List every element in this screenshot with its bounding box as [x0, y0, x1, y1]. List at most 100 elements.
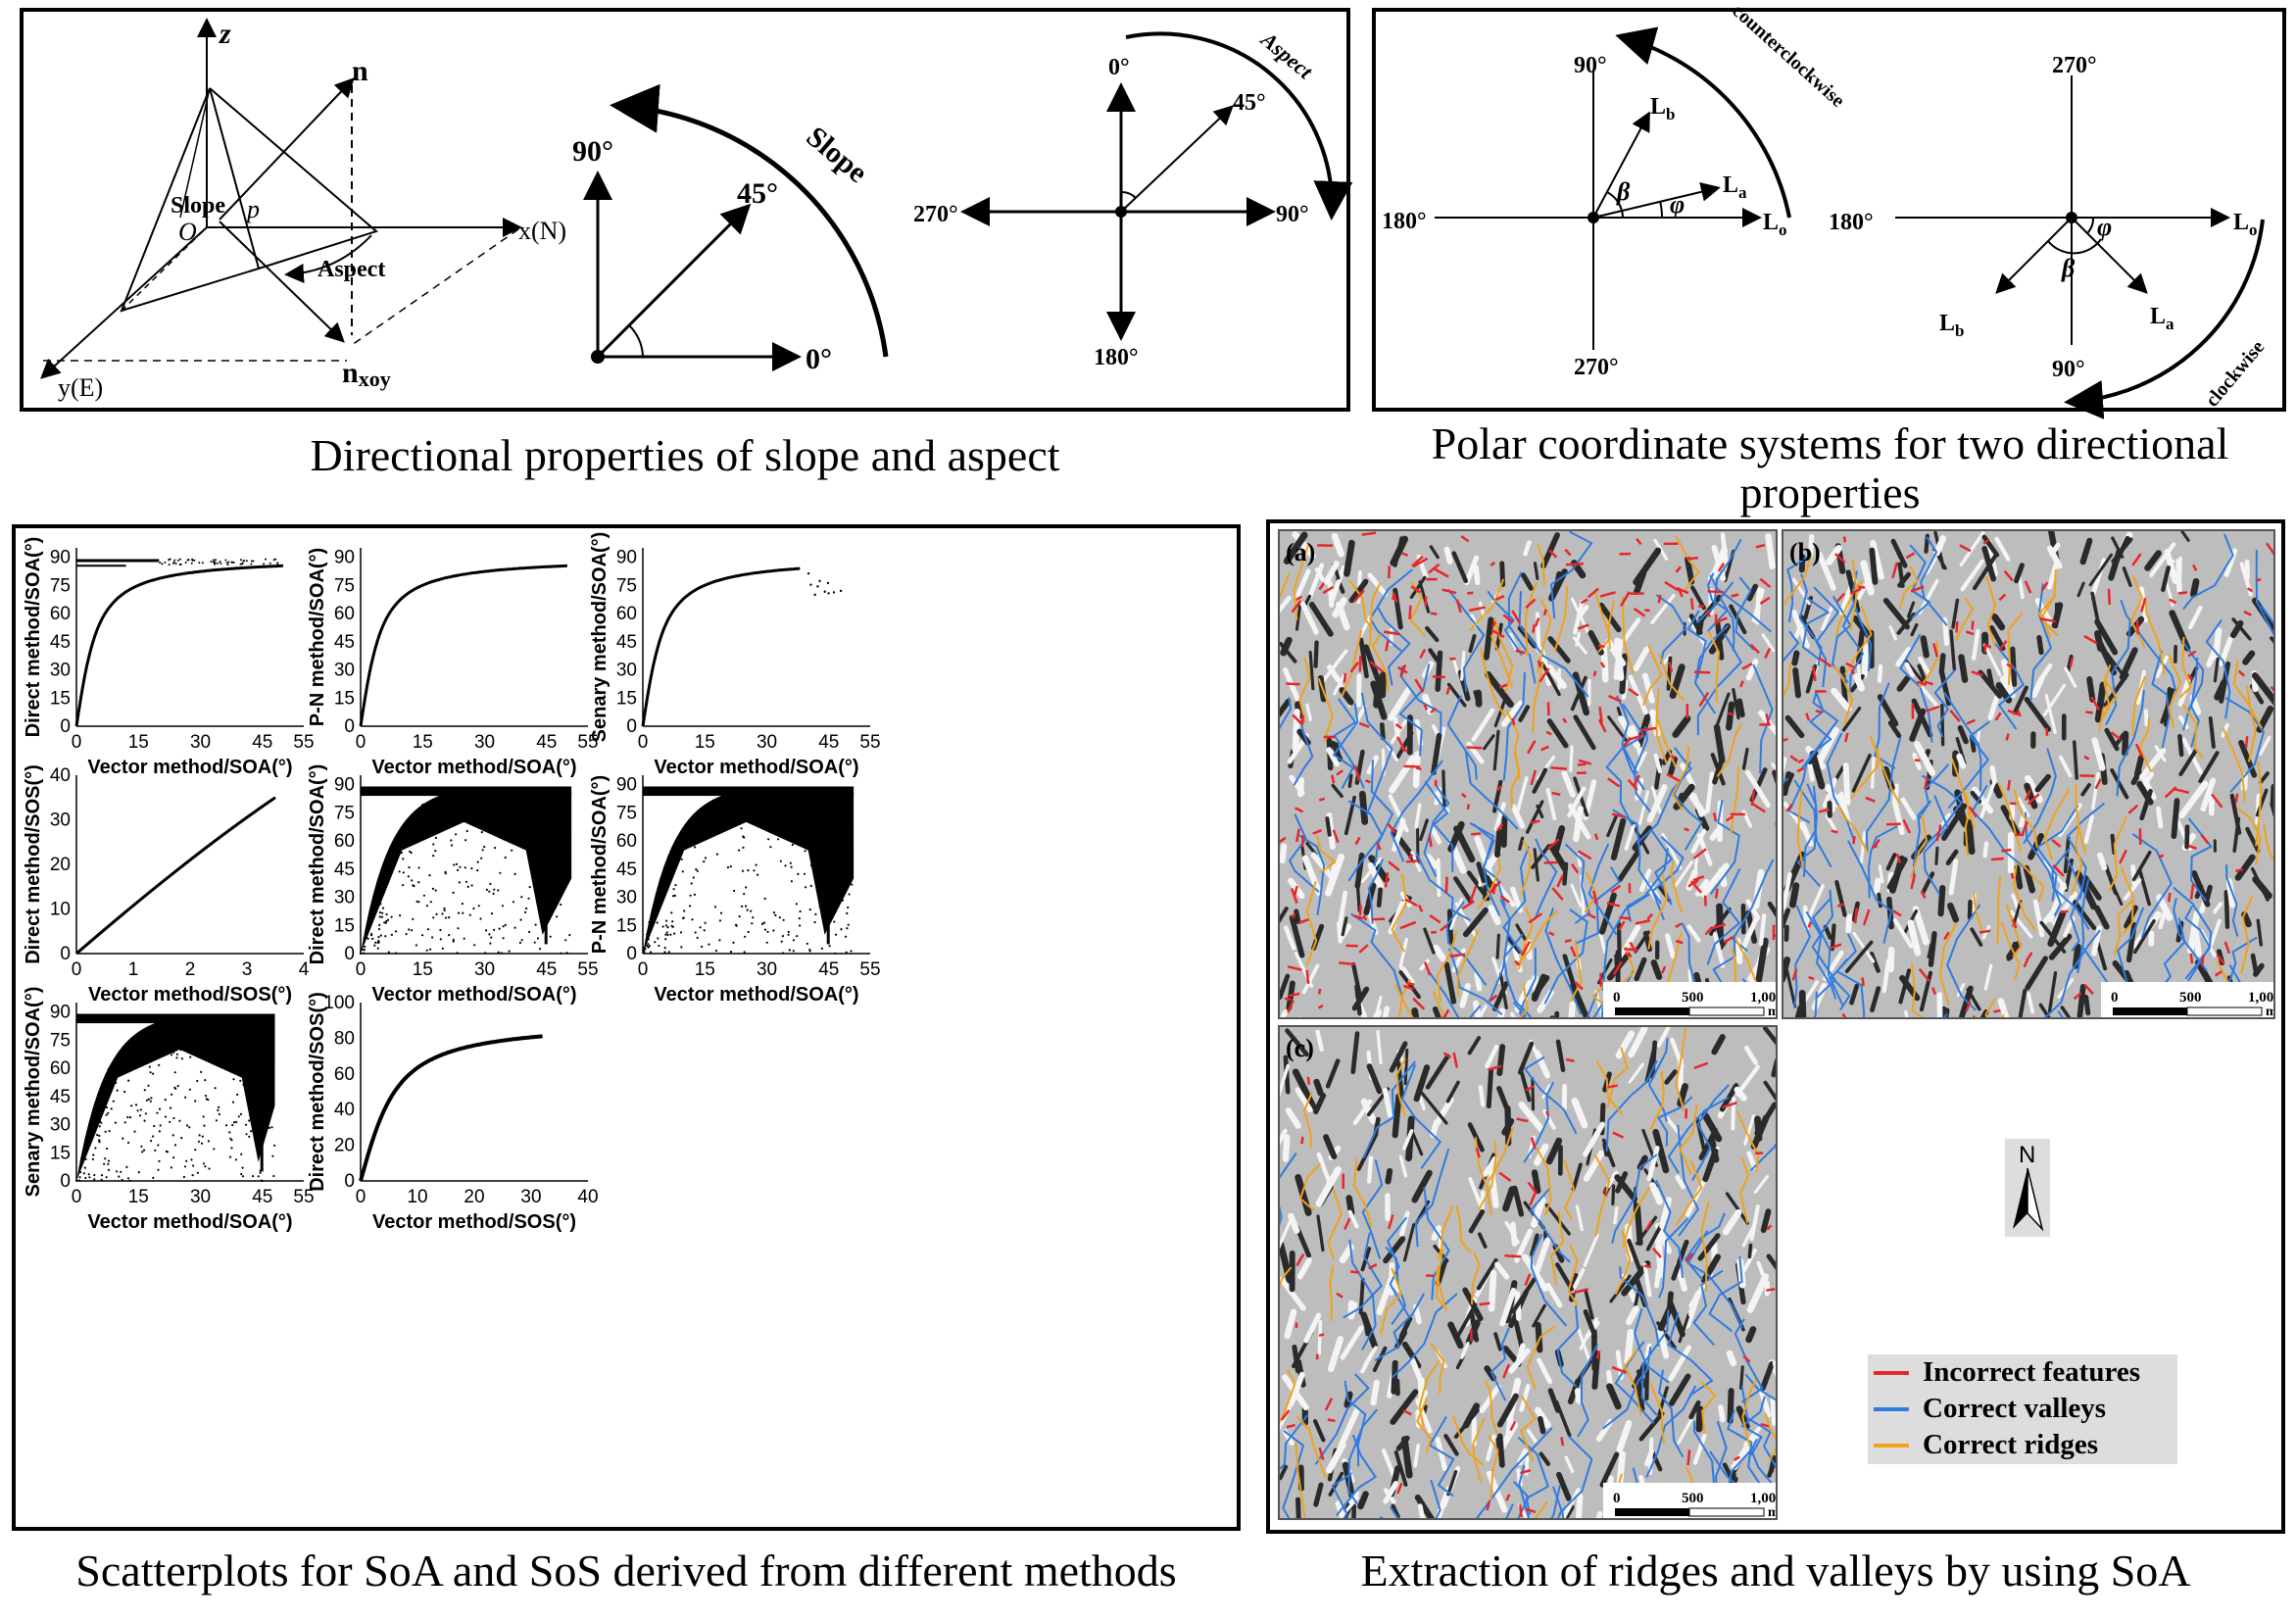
- incorrect-feature: [1628, 733, 1644, 742]
- valley-line: [1971, 784, 2027, 870]
- shade-stroke: [2230, 619, 2244, 639]
- shade-stroke: [1613, 1206, 1619, 1225]
- data-point: [816, 585, 819, 588]
- data-point: [811, 833, 815, 836]
- shade-stroke: [2122, 566, 2132, 588]
- shade-stroke: [1746, 1151, 1757, 1170]
- data-point: [677, 853, 680, 856]
- data-point: [833, 920, 836, 923]
- incorrect-feature: [1797, 759, 1805, 764]
- shade-stroke: [1499, 1288, 1517, 1327]
- shade-stroke: [1313, 1093, 1327, 1115]
- shade-stroke: [1890, 538, 1908, 568]
- incorrect-feature: [1607, 1084, 1618, 1089]
- incorrect-feature: [2006, 663, 2015, 669]
- data-point: [110, 1107, 113, 1110]
- data-point: [402, 871, 405, 874]
- data-point: [551, 866, 554, 869]
- data-point: [420, 934, 424, 937]
- shade-stroke: [1979, 1009, 1989, 1017]
- ridge-line: [1675, 1027, 1687, 1111]
- shade-stroke: [1280, 907, 1289, 923]
- incorrect-feature: [1429, 913, 1441, 924]
- data-point: [266, 1106, 269, 1109]
- data-point: [239, 1079, 242, 1082]
- shade-stroke: [2064, 666, 2077, 688]
- shade-stroke: [1382, 1087, 1392, 1118]
- shade-stroke: [1896, 674, 1911, 692]
- data-point: [122, 1058, 124, 1061]
- data-point: [185, 1159, 188, 1162]
- data-point: [741, 905, 744, 908]
- incorrect-feature: [2187, 650, 2197, 658]
- data-point: [422, 810, 425, 813]
- data-point: [715, 853, 719, 856]
- shade-stroke: [1657, 1328, 1670, 1359]
- data-point: [790, 865, 793, 868]
- shade-stroke: [1615, 1350, 1624, 1380]
- valley-line: [2116, 689, 2145, 797]
- incorrect-feature: [2011, 918, 2018, 929]
- shade-stroke: [1389, 1041, 1408, 1073]
- shade-stroke: [1500, 700, 1524, 727]
- x-tick-label: 0: [356, 1187, 366, 1207]
- valley-line: [1423, 783, 1450, 877]
- shade-stroke: [1650, 959, 1663, 980]
- data-point: [172, 1156, 175, 1159]
- valley-line: [1398, 663, 1431, 757]
- incorrect-feature: [1564, 939, 1572, 943]
- shade-stroke: [1562, 954, 1579, 996]
- data-point: [247, 1037, 251, 1040]
- valley-line: [1445, 901, 1488, 986]
- scale-bar-tick: 0: [1613, 1491, 1621, 1506]
- data-point: [100, 1121, 103, 1124]
- data-point: [425, 828, 428, 831]
- ridge-line: [1675, 534, 1700, 592]
- shade-stroke: [1533, 1237, 1551, 1277]
- data-point: [765, 941, 768, 944]
- incorrect-feature: [1910, 873, 1917, 890]
- data-point: [78, 1176, 81, 1179]
- shade-stroke: [1453, 876, 1474, 905]
- ridge-line: [1477, 858, 1502, 909]
- ridge-line: [1973, 893, 1983, 931]
- shade-stroke: [1443, 961, 1457, 1005]
- y-tick-label: 30: [50, 1115, 71, 1136]
- shade-stroke: [2119, 647, 2138, 681]
- x-tick-label: 0: [356, 732, 366, 753]
- ridge-line: [1955, 597, 1975, 642]
- shade-stroke: [1515, 776, 1529, 814]
- compass-45-label: 45°: [1233, 90, 1266, 116]
- shade-stroke: [1989, 624, 2006, 651]
- incorrect-feature: [1490, 628, 1505, 639]
- data-point: [232, 1078, 235, 1081]
- data-point: [232, 561, 235, 564]
- shade-stroke: [2034, 773, 2051, 793]
- shade-stroke: [2111, 537, 2133, 564]
- data-point: [525, 907, 528, 910]
- shade-stroke: [1538, 1415, 1546, 1435]
- data-point: [174, 562, 177, 565]
- shade-stroke: [1766, 1253, 1776, 1270]
- data-point: [240, 1172, 243, 1176]
- shade-stroke: [1500, 814, 1508, 849]
- data-point: [214, 1087, 217, 1090]
- cluster-band: [643, 786, 855, 797]
- data-point: [743, 836, 746, 839]
- data-point: [147, 1098, 150, 1101]
- shade-stroke: [2132, 918, 2156, 955]
- data-point: [374, 941, 377, 944]
- vertical-streak: [826, 803, 830, 945]
- shade-stroke: [1348, 1301, 1358, 1318]
- shade-stroke: [2189, 577, 2200, 598]
- shade-stroke: [1921, 871, 1935, 895]
- data-point: [128, 1179, 131, 1182]
- shade-stroke: [1383, 1236, 1406, 1264]
- data-point: [828, 945, 831, 948]
- incorrect-feature: [1499, 895, 1510, 904]
- incorrect-feature: [1935, 824, 1942, 842]
- data-point: [217, 1108, 220, 1112]
- shade-stroke: [1900, 797, 1917, 820]
- x-tick-label: 40: [577, 1187, 598, 1207]
